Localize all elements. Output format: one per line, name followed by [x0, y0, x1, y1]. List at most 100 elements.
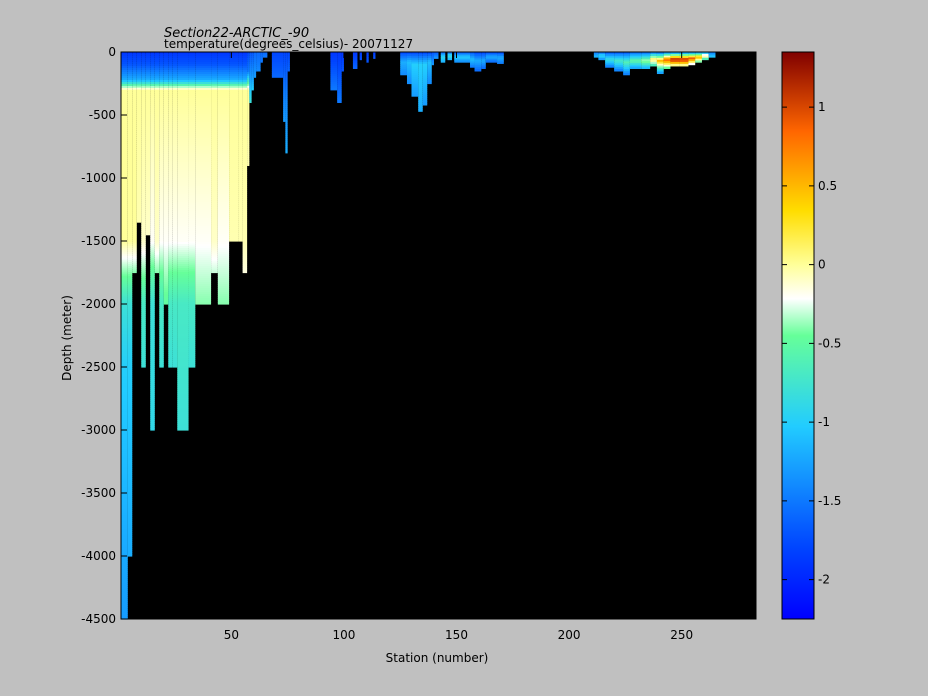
heat-cell [195, 144, 212, 147]
heat-cell [188, 255, 196, 258]
heat-cell [238, 121, 243, 125]
heat-cell [121, 459, 128, 462]
heat-cell [154, 79, 160, 83]
heat-cell [238, 99, 243, 103]
heat-cell [159, 197, 164, 201]
heat-cell [330, 55, 338, 59]
heat-cell [163, 298, 169, 301]
station-column [132, 52, 137, 274]
heat-cell [150, 100, 155, 103]
heat-cell [330, 69, 338, 73]
heat-cell [127, 356, 133, 359]
heat-cell [150, 358, 155, 361]
heat-cell [177, 324, 189, 327]
heat-cell [154, 101, 160, 105]
heat-cell [150, 222, 155, 225]
heat-cell [188, 335, 196, 338]
heat-cell [132, 212, 137, 216]
heat-cell [352, 55, 358, 59]
heat-cell [159, 151, 164, 155]
heat-cell [136, 166, 142, 170]
station-column [337, 52, 342, 103]
heat-cell [141, 319, 146, 322]
heat-cell [260, 57, 263, 60]
heat-cell [136, 133, 142, 136]
heat-cell [440, 60, 446, 63]
heat-cell [127, 138, 133, 141]
heat-cell [159, 52, 164, 55]
heat-cell [217, 290, 230, 293]
heat-cell [229, 187, 239, 190]
heat-cell [177, 328, 189, 331]
heat-cell [127, 266, 133, 269]
heat-cell [154, 105, 160, 109]
heat-cell [168, 343, 173, 346]
heat-cell [242, 133, 248, 137]
heat-cell [195, 110, 212, 113]
heat-cell [229, 205, 239, 208]
heat-cell [679, 55, 689, 59]
heat-cell [285, 59, 288, 63]
heat-cell [121, 371, 128, 375]
heat-cell [159, 149, 164, 153]
heat-cell [481, 53, 486, 57]
heat-cell [242, 91, 248, 95]
heat-cell [154, 157, 160, 160]
station-column [141, 52, 146, 368]
heat-cell [154, 232, 160, 236]
heat-cell [285, 127, 288, 130]
heat-cell [418, 67, 423, 71]
heat-cell [159, 79, 164, 83]
heat-cell [229, 69, 239, 73]
heat-cell [217, 182, 230, 185]
heat-cell [177, 150, 189, 153]
heat-cell [132, 99, 137, 103]
heat-cell [132, 131, 137, 135]
heat-cell [141, 55, 146, 59]
heat-cell [127, 450, 133, 453]
heat-cell [141, 331, 146, 334]
heat-cell [163, 148, 169, 151]
heat-cell [154, 67, 160, 71]
heat-cell [238, 61, 243, 65]
heat-cell [159, 231, 164, 235]
station-column [159, 52, 164, 368]
station-column [127, 52, 133, 557]
heat-cell [217, 276, 230, 279]
heat-cell [211, 121, 218, 125]
heat-cell [132, 202, 137, 206]
heat-cell [141, 89, 146, 93]
heat-cell [127, 210, 133, 213]
heat-cell [172, 329, 178, 332]
heat-cell [154, 137, 160, 141]
heat-cell [260, 53, 263, 56]
heat-cell [121, 527, 128, 530]
heat-cell [629, 52, 642, 55]
heat-cell [177, 208, 189, 211]
heat-cell [670, 52, 680, 55]
heat-cell [168, 227, 173, 231]
heat-cell [238, 209, 243, 212]
heat-cell [177, 326, 189, 329]
heat-cell [217, 298, 230, 301]
heat-cell [285, 97, 288, 101]
heat-cell [242, 99, 248, 103]
heat-cell [154, 155, 160, 158]
heat-cell [229, 237, 239, 240]
heat-cell [127, 234, 133, 237]
heat-cell [177, 108, 189, 111]
heat-cell [229, 209, 239, 212]
heat-cell [177, 284, 189, 287]
heat-cell [195, 286, 212, 289]
heat-cell [154, 266, 160, 270]
heat-cell [283, 89, 286, 93]
heat-cell [422, 61, 428, 65]
heat-cell [217, 124, 230, 127]
heat-cell [168, 347, 173, 350]
heat-cell [352, 66, 358, 69]
heat-cell [136, 85, 142, 89]
heat-cell [141, 305, 146, 308]
heat-cell [159, 187, 164, 191]
heat-cell [145, 232, 151, 236]
heat-cell [217, 142, 230, 145]
